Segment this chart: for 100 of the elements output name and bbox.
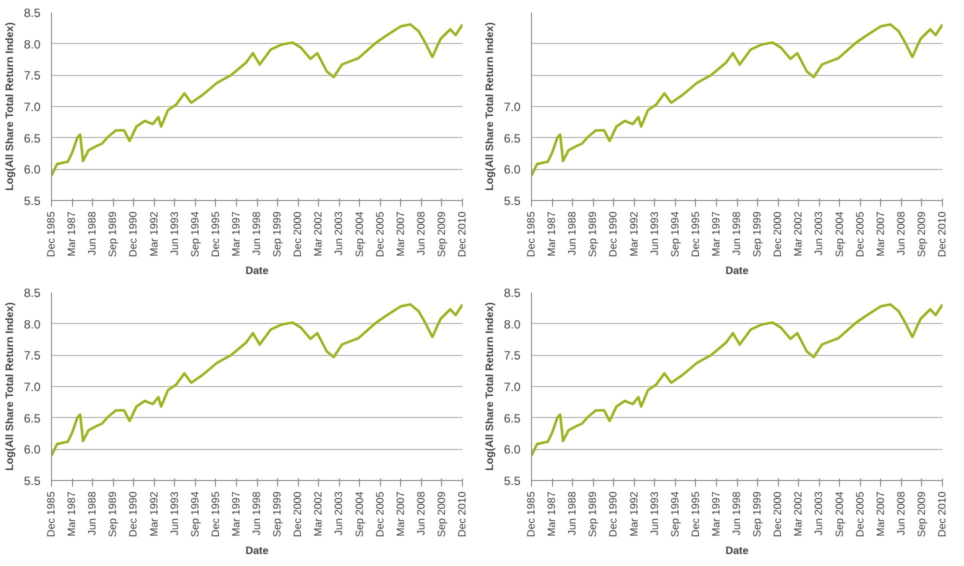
x-tick-label: Mar 1992 <box>628 211 640 257</box>
x-tick-label: Dec 1995 <box>690 491 702 538</box>
y-tick-label: 5.5 <box>504 194 521 208</box>
y-axis-title: Log(All Share Total Return Index) <box>484 22 496 191</box>
x-tick-label: Dec 1985 <box>46 491 58 538</box>
x-tick-label: Mar 2007 <box>874 491 887 537</box>
x-tick-label: Sep 1989 <box>587 211 600 258</box>
x-tick-label: Mar 1997 <box>230 491 242 537</box>
x-tick-label: Jun 2003 <box>333 211 346 256</box>
x-tick-label: Dec 2005 <box>374 491 386 538</box>
x-tick-label: Dec 2010 <box>456 491 468 538</box>
y-tick-label: 5.5 <box>24 474 41 488</box>
y-tick-label: 6.5 <box>24 131 41 146</box>
x-tick-label: Dec 1995 <box>690 211 702 258</box>
x-tick-label: Sep 1999 <box>752 491 764 538</box>
x-tick-label: Jun 1998 <box>731 491 743 536</box>
x-tick-label: Sep 1994 <box>669 211 682 258</box>
x-tick-label: Dec 1995 <box>210 211 222 258</box>
x-axis-title: Date <box>725 545 749 558</box>
x-tick-label: Sep 1994 <box>189 211 202 258</box>
x-tick-label: Jun 2003 <box>813 211 826 256</box>
y-tick-label: 8.5 <box>24 286 41 300</box>
x-tick-label: Jun 1993 <box>168 211 181 256</box>
x-tick-label: Mar 2002 <box>312 491 325 537</box>
x-tick-label: Sep 1989 <box>107 491 120 538</box>
x-axis-title: Date <box>245 545 269 558</box>
x-tick-label: Jun 1988 <box>566 491 579 536</box>
x-tick-label: Dec 2010 <box>936 211 948 258</box>
x-axis-title: Date <box>245 265 269 278</box>
y-tick-label: 6.0 <box>24 442 41 457</box>
y-tick-label: 5.5 <box>24 194 41 208</box>
y-tick-label: 6.5 <box>504 411 521 426</box>
y-axis-title: Log(All Share Total Return Index) <box>484 302 496 471</box>
x-tick-label: Dec 1990 <box>128 211 140 258</box>
x-tick-label: Sep 2009 <box>916 211 928 258</box>
x-tick-label: Dec 2000 <box>292 491 304 538</box>
y-tick-label: 7.5 <box>24 68 41 83</box>
x-tick-label: Jun 1998 <box>731 211 743 256</box>
y-tick-label: 7.0 <box>504 100 521 114</box>
y-tick-label: 6.0 <box>504 162 521 177</box>
x-tick-label: Mar 2007 <box>394 211 407 257</box>
x-tick-label: Sep 1999 <box>272 491 284 538</box>
x-tick-label: Mar 1992 <box>148 491 160 537</box>
x-tick-label: Jun 1993 <box>168 491 181 536</box>
y-tick-label: 7.5 <box>24 348 41 363</box>
x-tick-label: Sep 1989 <box>107 211 120 258</box>
y-tick-label: 8.0 <box>504 317 521 332</box>
y-tick-label: 6.5 <box>24 411 41 426</box>
x-tick-label: Mar 2002 <box>792 211 805 257</box>
x-tick-label: Dec 2000 <box>772 211 784 258</box>
x-tick-label: Dec 2010 <box>456 211 468 258</box>
y-axis-title: Log(All Share Total Return Index) <box>4 22 16 191</box>
x-tick-label: Jun 1988 <box>86 211 99 256</box>
x-tick-label: Dec 1985 <box>526 491 538 538</box>
x-tick-label: Mar 1987 <box>546 211 558 257</box>
y-tick-label: 8.5 <box>24 6 41 20</box>
x-tick-label: Mar 1987 <box>66 491 78 537</box>
x-tick-label: Sep 1999 <box>752 211 764 258</box>
x-tick-label: Jun 2008 <box>415 211 428 256</box>
x-tick-label: Dec 2000 <box>772 491 784 538</box>
x-tick-label: Mar 2007 <box>394 491 407 537</box>
x-axis-title: Date <box>725 265 749 278</box>
x-tick-label: Dec 1990 <box>608 211 620 258</box>
x-tick-label: Dec 1990 <box>128 491 140 538</box>
x-tick-label: Jun 1993 <box>648 491 661 536</box>
x-tick-label: Dec 1990 <box>608 491 620 538</box>
x-tick-label: Dec 2005 <box>854 211 866 258</box>
x-tick-label: Jun 2008 <box>895 491 908 536</box>
x-tick-label: Jun 2003 <box>333 491 346 536</box>
y-tick-label: 7.5 <box>504 348 521 363</box>
y-tick-label: 6.0 <box>24 162 41 177</box>
x-tick-label: Dec 2010 <box>936 491 948 538</box>
x-tick-label: Jun 1998 <box>251 211 263 256</box>
x-tick-label: Mar 2002 <box>792 491 805 537</box>
x-tick-label: Mar 1992 <box>148 211 160 257</box>
y-tick-label: 8.0 <box>24 317 41 332</box>
x-tick-label: Mar 2007 <box>874 211 887 257</box>
x-tick-label: Jun 1998 <box>251 491 263 536</box>
y-tick-label: 6.5 <box>504 131 521 146</box>
x-tick-label: Dec 1995 <box>210 491 222 538</box>
x-tick-label: Dec 2000 <box>292 211 304 258</box>
x-tick-label: Jun 2003 <box>813 491 826 536</box>
y-tick-label: 8.0 <box>24 37 41 52</box>
y-tick-label: 6.0 <box>504 442 521 457</box>
x-tick-label: Jun 2008 <box>895 211 908 256</box>
x-tick-label: Mar 1997 <box>710 211 722 257</box>
x-tick-label: Jun 1993 <box>648 211 661 256</box>
x-tick-label: Sep 1994 <box>189 491 202 538</box>
x-tick-label: Sep 2009 <box>916 491 928 538</box>
y-tick-label: 7.0 <box>24 380 41 394</box>
x-tick-label: Sep 2004 <box>834 491 846 538</box>
x-tick-label: Dec 1985 <box>46 211 58 258</box>
y-tick-label: 7.0 <box>504 380 521 394</box>
x-tick-label: Jun 1988 <box>566 211 579 256</box>
y-axis-title: Log(All Share Total Return Index) <box>4 302 16 471</box>
x-tick-label: Sep 1994 <box>669 491 682 538</box>
x-tick-label: Sep 2009 <box>436 211 448 258</box>
x-tick-label: Jun 2008 <box>415 491 428 536</box>
x-tick-label: Sep 2004 <box>354 491 366 538</box>
x-tick-label: Dec 1985 <box>526 211 538 258</box>
